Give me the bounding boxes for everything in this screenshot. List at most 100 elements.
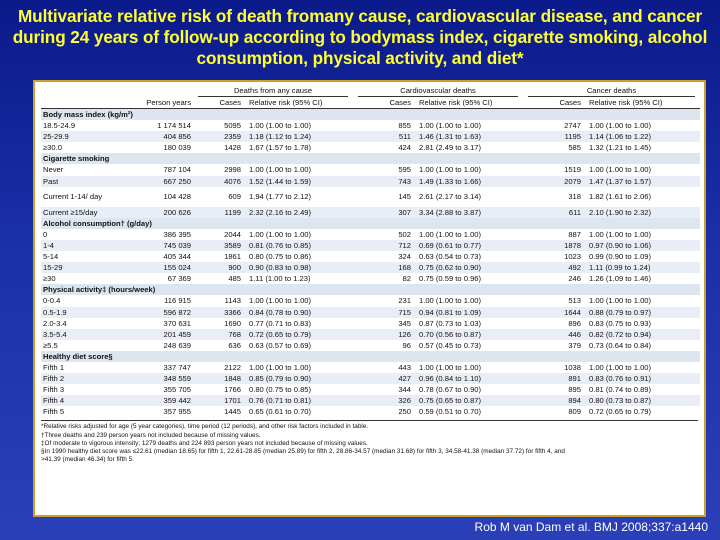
table-row: 15-29 155 024 900 0.90 (0.83 to 0.98) 168 0.7… <box>41 262 701 274</box>
row-label: 0.5-1.9 <box>41 306 113 318</box>
section-row: Healthy diet score§ <box>41 350 701 362</box>
results-table-panel: Deaths from any cause Cardiovascular dea… <box>33 80 706 517</box>
cases-cell: 1519 <box>564 165 581 175</box>
rr-cell: 0.88 (0.79 to 0.97) <box>583 306 701 318</box>
row-label: 15-29 <box>41 262 113 274</box>
table-row: ≥30 67 369 485 1.11 (1.00 to 1.23) 82 0.75 (0… <box>41 273 700 284</box>
rr-cell: 0.85 (0.79 to 0.90) <box>243 373 353 385</box>
cases-cell: 250 <box>398 407 411 417</box>
cases-cell: 900 <box>193 262 243 274</box>
rr-cell: 1.11 (1.00 to 1.23) <box>249 274 311 284</box>
cases-cell: 96 <box>402 340 411 350</box>
rr-cell: 1.00 (1.00 to 1.00) <box>419 362 482 372</box>
rr-cell: 0.94 (0.81 to 1.09) <box>413 306 523 318</box>
rr-cell: 1.00 (1.00 to 1.00) <box>589 121 652 131</box>
table-row: 0-0.4 116 915 1143 1.00 (1.00 to 1.00) 231 1.… <box>41 295 700 306</box>
rr-cell: 0.59 (0.51 to 0.70) <box>419 407 482 417</box>
rr-cell: 1.00 (1.00 to 1.00) <box>419 296 482 306</box>
rr-cell: 1.00 (1.00 to 1.00) <box>249 121 312 131</box>
section-row: Alcohol consumption† (g/day) <box>41 217 701 229</box>
row-label: Fifth 3 <box>43 385 65 395</box>
row-label: Current ≥15/day <box>41 206 113 218</box>
col-header-cases: Cases <box>523 97 583 109</box>
cases-cell: 145 <box>398 192 411 202</box>
row-label: ≥30.0 <box>43 143 62 153</box>
person-years-cell: 370 631 <box>163 318 191 328</box>
cases-cell: 2079 <box>523 175 583 187</box>
cases-cell: 1445 <box>224 407 241 417</box>
cases-cell: 307 <box>353 206 413 218</box>
section-row: Physical activity‡ (hours/week) <box>41 284 701 296</box>
person-years-cell: 355 705 <box>163 385 191 395</box>
rr-cell: 0.81 (0.74 to 0.89) <box>589 385 652 395</box>
cases-cell: 502 <box>398 229 411 239</box>
rr-cell: 0.63 (0.57 to 0.69) <box>249 340 312 350</box>
cases-cell: 2122 <box>224 362 241 372</box>
rr-cell: 0.99 (0.90 to 1.09) <box>589 252 652 262</box>
cases-cell: 715 <box>353 306 413 318</box>
cases-cell: 1644 <box>523 306 583 318</box>
group-header-cardiovascular: Cardiovascular deaths <box>353 85 523 97</box>
cases-cell: 743 <box>353 175 413 187</box>
cases-cell: 168 <box>353 262 413 274</box>
table-row: 3.5-5.4 201 459 768 0.72 (0.65 to 0.79) 126 0… <box>41 328 701 340</box>
cases-cell: 424 <box>398 143 411 153</box>
cases-cell: 1701 <box>193 395 243 407</box>
person-years-cell: 405 344 <box>163 252 191 262</box>
person-years-cell: 348 559 <box>113 373 193 385</box>
cases-cell: 2747 <box>564 121 581 131</box>
row-label: Never <box>43 165 64 175</box>
table-row: 2.0-3.4 370 631 1690 0.77 (0.71 to 0.83) 345… <box>41 318 700 329</box>
rr-cell: 0.75 (0.65 to 0.87) <box>413 395 523 407</box>
table-body: Body mass index (kg/m²) 18.5-24.9 1 174 51… <box>41 108 701 418</box>
rr-cell: 0.83 (0.75 to 0.93) <box>589 318 652 328</box>
cases-cell: 1199 <box>193 206 243 218</box>
col-header-rr: Relative risk (95% CI) <box>413 97 523 109</box>
rr-cell: 1.00 (1.00 to 1.00) <box>249 296 312 306</box>
rr-cell: 1.32 (1.21 to 1.45) <box>589 143 652 153</box>
row-label: 1-4 <box>41 239 113 252</box>
cases-cell: 4076 <box>193 175 243 187</box>
section-row: Body mass index (kg/m²) <box>41 108 701 121</box>
row-label: Fifth 5 <box>43 407 65 417</box>
rr-cell: 1.14 (1.06 to 1.22) <box>583 131 701 143</box>
cases-cell: 492 <box>523 262 583 274</box>
cases-cell: 2359 <box>193 131 243 143</box>
rr-cell: 0.78 (0.67 to 0.90) <box>419 385 482 395</box>
rr-cell: 2.32 (2.16 to 2.49) <box>243 206 353 218</box>
cases-cell: 5095 <box>224 121 241 131</box>
cases-cell: 1023 <box>564 252 581 262</box>
table-row: Current 1-14/ day 104 428 609 1.94 (1.77 to… <box>41 187 700 207</box>
person-years-cell: 248 639 <box>163 340 191 350</box>
footnote: †Three deaths and 239 person years not i… <box>41 431 261 439</box>
rr-cell: 2.81 (2.49 to 3.17) <box>419 143 482 153</box>
rr-cell: 0.72 (0.65 to 0.79) <box>243 328 353 340</box>
rr-cell: 0.87 (0.73 to 1.03) <box>419 318 482 328</box>
row-label: 25-29.9 <box>41 131 113 143</box>
cases-cell: 768 <box>193 328 243 340</box>
cases-cell: 126 <box>353 328 413 340</box>
rr-cell: 0.65 (0.61 to 0.70) <box>249 407 312 417</box>
rr-cell: 1.00 (1.00 to 1.00) <box>249 229 312 239</box>
person-years-cell: 201 459 <box>113 328 193 340</box>
rr-cell: 0.80 (0.73 to 0.87) <box>583 395 701 407</box>
table-row: Fifth 5 357 955 1445 0.65 (0.61 to 0.70) 250… <box>41 406 700 417</box>
person-years-cell: 404 856 <box>113 131 193 143</box>
row-label: 3.5-5.4 <box>41 328 113 340</box>
cases-cell: 511 <box>353 131 413 143</box>
rr-cell: 1.00 (1.00 to 1.00) <box>589 296 652 306</box>
rr-cell: 0.80 (0.75 to 0.86) <box>249 252 312 262</box>
col-header-cases: Cases <box>193 97 243 109</box>
cases-cell: 443 <box>398 362 411 372</box>
cases-cell: 82 <box>402 274 411 284</box>
rr-cell: 1.11 (0.99 to 1.24) <box>583 262 701 274</box>
cases-cell: 1878 <box>523 239 583 252</box>
rr-cell: 1.00 (1.00 to 1.00) <box>419 121 482 131</box>
rr-cell: 1.94 (1.77 to 2.12) <box>249 192 312 202</box>
row-label: Current 1-14/ day <box>41 187 113 207</box>
group-header-any-cause: Deaths from any cause <box>193 85 353 97</box>
cases-cell: 3589 <box>193 239 243 252</box>
person-years-cell: 337 747 <box>163 362 191 372</box>
cases-cell: 345 <box>398 318 411 328</box>
rr-cell: 1.52 (1.44 to 1.59) <box>243 175 353 187</box>
